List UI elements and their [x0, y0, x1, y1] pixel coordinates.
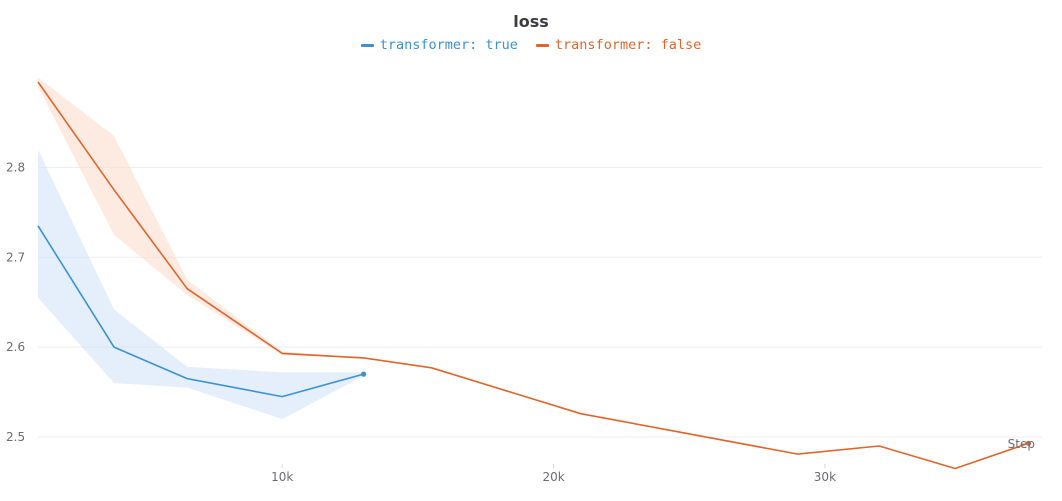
chart-title: loss — [513, 12, 549, 31]
end-point-series-1[interactable] — [1025, 440, 1032, 446]
legend-swatch-transformer-false — [535, 43, 549, 47]
x-tick-label-0: 10k — [271, 470, 293, 484]
x-axis-label: Step — [1008, 437, 1035, 451]
y-tick-labels: 2.5 2.6 2.7 2.8 — [6, 160, 25, 444]
y-tick-label-0: 2.5 — [6, 430, 25, 444]
legend: transformer: true transformer: false — [0, 37, 1062, 53]
legend-label-transformer-false: transformer: false — [554, 37, 702, 53]
grid-lines — [38, 166, 1042, 438]
band-series-1 — [38, 77, 1029, 469]
confidence-bands — [38, 77, 1029, 469]
end-point-series-0[interactable] — [361, 371, 367, 377]
band-series-0 — [38, 149, 364, 420]
y-tick-label-2: 2.7 — [6, 250, 25, 264]
x-tick-label-2: 30k — [814, 470, 836, 484]
line-series-0[interactable] — [37, 225, 364, 398]
y-tick-label-3: 2.8 — [6, 160, 25, 174]
legend-item-transformer-true[interactable]: transformer: true — [360, 37, 518, 53]
legend-swatch-transformer-true — [360, 43, 374, 47]
series-end-points — [361, 371, 1032, 446]
x-tick-labels: 10k 20k 30k — [271, 464, 836, 484]
x-tick-label-1: 20k — [542, 470, 564, 484]
legend-label-transformer-true: transformer: true — [379, 37, 518, 53]
series-lines — [37, 81, 1029, 470]
legend-item-transformer-false[interactable]: transformer: false — [535, 37, 702, 53]
y-tick-label-1: 2.6 — [6, 340, 25, 354]
line-series-1[interactable] — [37, 81, 1029, 470]
